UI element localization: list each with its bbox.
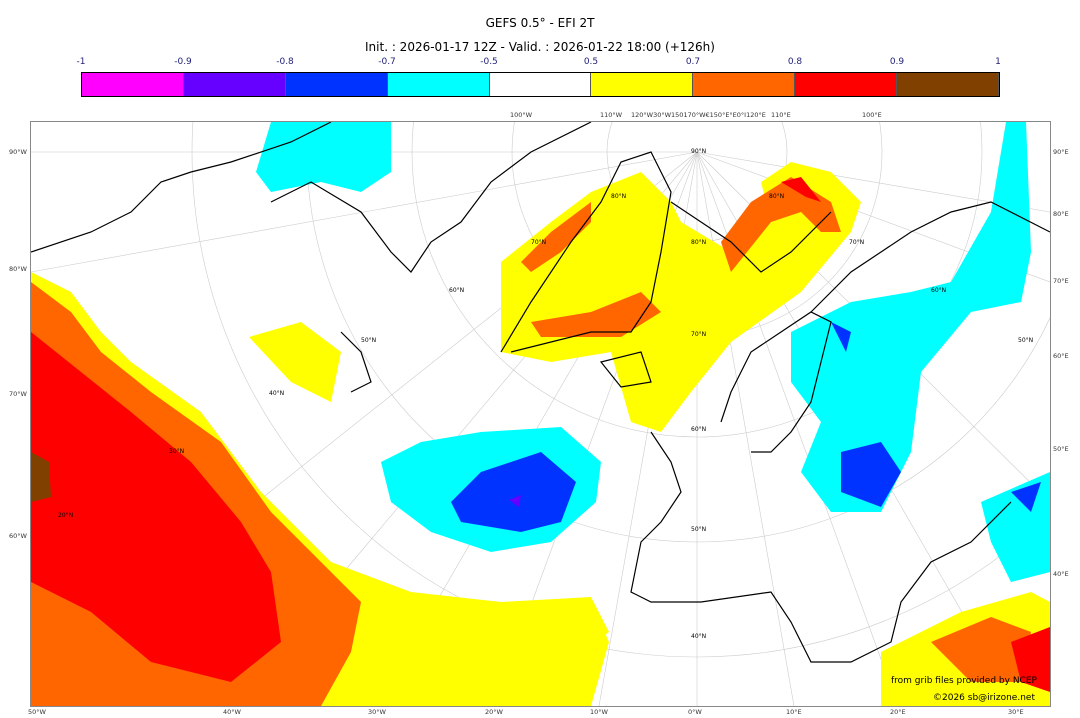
efi-warm-anomaly-atlantic	[31, 272, 609, 706]
map-canvas: 90°N 80°N 70°N 60°N 50°N 40°N 80°N 70°N …	[31, 122, 1050, 706]
axis-label-bottom: 30°W	[368, 708, 386, 716]
copyright: ©2026 sb@irizone.net	[933, 693, 1035, 703]
axis-label-right: 80°E	[1053, 210, 1069, 218]
axis-label-left: 60°W	[9, 532, 27, 540]
axis-label-left: 80°W	[9, 265, 27, 273]
source-credit: from grib files provided by NCEP	[891, 676, 1037, 686]
colorbar-tick: 0.5	[583, 57, 599, 67]
axis-label-right: 40°E	[1053, 570, 1069, 578]
colorbar-swatch	[693, 73, 796, 96]
axis-label-bottom: 50°W	[28, 708, 46, 716]
axis-label-bottom: 0°W	[688, 708, 702, 716]
lat-label: 70°N	[691, 331, 706, 338]
axis-label-top: 120°W30°W150170°W€150°E°E0°I120°E	[631, 111, 766, 119]
colorbar-tick: -1	[76, 57, 86, 67]
colorbar-tick: -0.8	[276, 57, 294, 67]
lat-label: 60°N	[691, 426, 706, 433]
axis-label-top: 100°W	[510, 111, 533, 119]
axis-label-bottom: 40°W	[223, 708, 241, 716]
axis-label-right: 60°E	[1053, 352, 1069, 360]
chart-subtitle: Init. : 2026-01-17 12Z - Valid. : 2026-0…	[365, 40, 715, 54]
colorbar-swatch	[82, 73, 184, 96]
lat-label: 50°N	[1018, 337, 1033, 344]
axis-label-bottom: 10°E	[786, 708, 802, 716]
axis-label-bottom: 20°W	[485, 708, 503, 716]
axis-label-top: 110°W	[600, 111, 623, 119]
lat-label: 80°N	[611, 193, 626, 200]
axis-label-bottom: 20°E	[890, 708, 906, 716]
axis-label-right: 50°E	[1053, 445, 1069, 453]
lat-label: 70°N	[531, 239, 546, 246]
colorbar-tick: -0.9	[174, 57, 192, 67]
lat-label: 80°N	[691, 239, 706, 246]
colorbar	[81, 72, 1000, 97]
axis-label-left: 90°W	[9, 148, 27, 156]
chart-title: GEFS 0.5° - EFI 2T	[485, 16, 595, 30]
lat-label: 50°N	[691, 526, 706, 533]
axis-label-top: 110°E	[771, 111, 791, 119]
axis-label-right: 70°E	[1053, 277, 1069, 285]
map: 90°N 80°N 70°N 60°N 50°N 40°N 80°N 70°N …	[30, 121, 1051, 707]
colorbar-swatch	[795, 73, 898, 96]
colorbar-swatch	[285, 73, 388, 96]
axis-label-bottom: 10°W	[590, 708, 608, 716]
colorbar-swatch	[183, 73, 286, 96]
coastlines	[31, 122, 1050, 663]
colorbar-tick: 1	[995, 57, 1001, 67]
lat-label: 70°N	[849, 239, 864, 246]
colorbar-tick: 0.7	[685, 57, 701, 67]
lat-label: 20°N	[58, 512, 73, 519]
colorbar-tick: -0.7	[378, 57, 396, 67]
axis-label-left: 70°W	[9, 390, 27, 398]
lat-label: 40°N	[691, 633, 706, 640]
lat-label: 40°N	[269, 390, 284, 397]
lat-label: 50°N	[361, 337, 376, 344]
lat-label: 60°N	[449, 287, 464, 294]
lat-labels: 90°N 80°N 70°N 60°N 50°N 40°N 80°N 70°N …	[58, 148, 1033, 640]
colorbar-tick: 0.9	[889, 57, 905, 67]
colorbar-swatch	[489, 73, 592, 96]
efi-warm-anomaly-greenland	[249, 162, 1050, 706]
lat-label: 60°N	[931, 287, 946, 294]
colorbar-swatch	[897, 73, 1000, 96]
axis-label-bottom: 30°E	[1008, 708, 1024, 716]
efi-cold-anomaly	[256, 122, 1050, 582]
colorbar-swatch	[387, 73, 490, 96]
axis-label-right: 90°E	[1053, 148, 1069, 156]
colorbar-tick: 0.8	[787, 57, 803, 67]
axis-label-top: 100°E	[862, 111, 882, 119]
lat-label: 30°N	[169, 448, 184, 455]
colorbar-swatch	[591, 73, 694, 96]
lat-label: 90°N	[691, 148, 706, 155]
lat-label: 80°N	[769, 193, 784, 200]
colorbar-tick: -0.5	[480, 57, 498, 67]
